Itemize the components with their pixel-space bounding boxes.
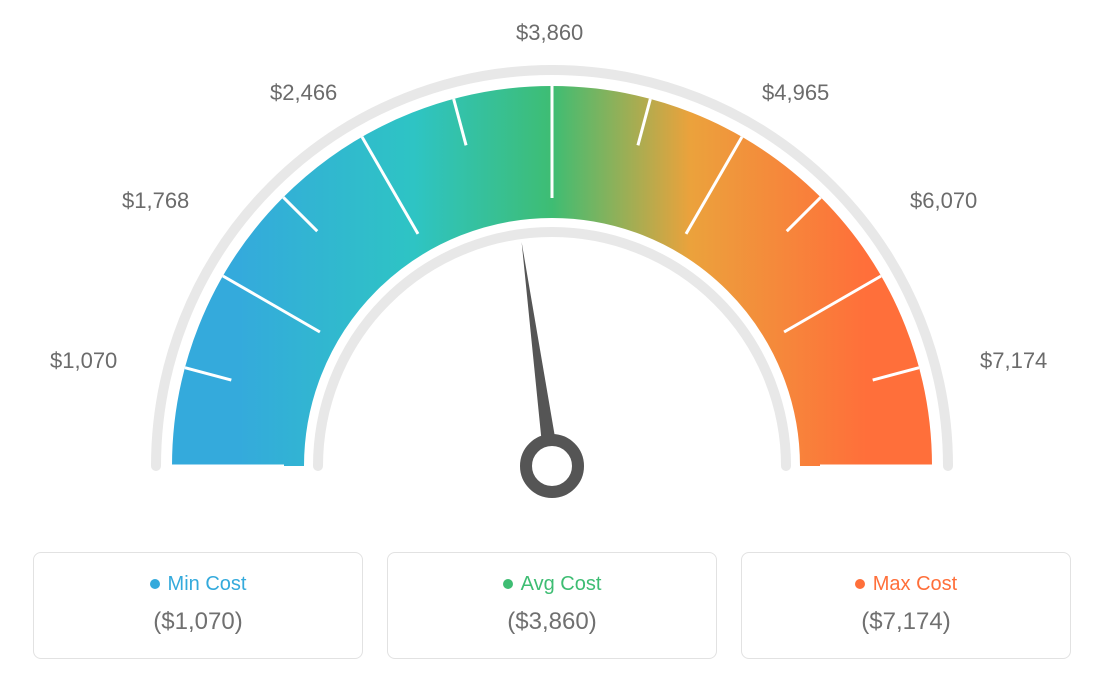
scale-label-3: $3,860 — [516, 20, 583, 46]
scale-label-5: $6,070 — [910, 188, 977, 214]
legend-dot-max — [855, 579, 865, 589]
legend-dot-min — [150, 579, 160, 589]
legend-label-avg: Avg Cost — [521, 573, 602, 596]
scale-label-6: $7,174 — [980, 348, 1047, 374]
scale-label-4: $4,965 — [762, 80, 829, 106]
legend-row: Min Cost ($1,070) Avg Cost ($3,860) Max … — [20, 552, 1084, 659]
legend-title-min: Min Cost — [150, 573, 247, 596]
legend-value-min: ($1,070) — [50, 608, 346, 636]
legend-title-max: Max Cost — [855, 573, 957, 596]
scale-label-1: $1,768 — [122, 188, 189, 214]
legend-label-min: Min Cost — [168, 573, 247, 596]
gauge-svg — [20, 20, 1084, 540]
legend-card-min: Min Cost ($1,070) — [33, 552, 363, 659]
legend-value-max: ($7,174) — [758, 608, 1054, 636]
legend-dot-avg — [503, 579, 513, 589]
gauge-chart: $1,070 $1,768 $2,466 $3,860 $4,965 $6,07… — [20, 20, 1084, 540]
legend-label-max: Max Cost — [873, 573, 957, 596]
legend-card-max: Max Cost ($7,174) — [741, 552, 1071, 659]
legend-value-avg: ($3,860) — [404, 608, 700, 636]
legend-card-avg: Avg Cost ($3,860) — [387, 552, 717, 659]
scale-label-0: $1,070 — [50, 348, 117, 374]
legend-title-avg: Avg Cost — [503, 573, 602, 596]
scale-label-2: $2,466 — [270, 80, 337, 106]
